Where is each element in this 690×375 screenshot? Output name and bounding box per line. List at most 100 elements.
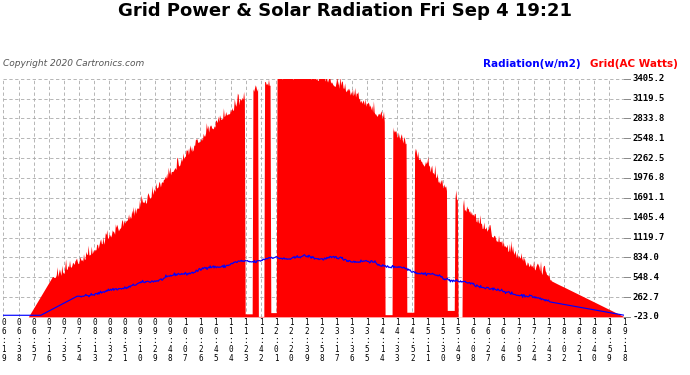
Text: 1: 1 <box>577 318 581 327</box>
Text: Radiation(w/m2): Radiation(w/m2) <box>483 59 580 69</box>
Text: 3: 3 <box>395 354 400 363</box>
Text: 8: 8 <box>592 327 596 336</box>
Text: 0: 0 <box>228 345 233 354</box>
Text: 3: 3 <box>17 345 21 354</box>
Text: :: : <box>592 336 596 345</box>
Text: 1976.8: 1976.8 <box>632 174 664 183</box>
Text: :: : <box>546 336 551 345</box>
Text: 0: 0 <box>47 318 51 327</box>
Text: :: : <box>516 336 521 345</box>
Text: :: : <box>531 336 536 345</box>
Text: 1: 1 <box>274 318 278 327</box>
Text: 2: 2 <box>289 327 293 336</box>
Text: :: : <box>274 336 278 345</box>
Text: 3: 3 <box>244 354 248 363</box>
Text: 7: 7 <box>77 327 81 336</box>
Text: 7: 7 <box>486 354 491 363</box>
Text: :: : <box>61 336 66 345</box>
Text: 0: 0 <box>122 318 127 327</box>
Text: :: : <box>32 336 36 345</box>
Text: 0: 0 <box>274 345 278 354</box>
Text: 2: 2 <box>410 354 415 363</box>
Text: 1: 1 <box>289 318 293 327</box>
Text: 1: 1 <box>198 318 203 327</box>
Text: :: : <box>107 336 112 345</box>
Text: :: : <box>335 336 339 345</box>
Text: :: : <box>380 336 384 345</box>
Text: 8: 8 <box>607 327 611 336</box>
Text: 8: 8 <box>471 354 475 363</box>
Text: 0: 0 <box>137 354 142 363</box>
Text: 6: 6 <box>47 354 51 363</box>
Text: 8: 8 <box>319 354 324 363</box>
Text: 2: 2 <box>531 345 536 354</box>
Text: :: : <box>350 336 354 345</box>
Text: 8: 8 <box>577 327 581 336</box>
Text: 8: 8 <box>168 354 172 363</box>
Text: 1: 1 <box>92 345 97 354</box>
Text: :: : <box>244 336 248 345</box>
Text: 9: 9 <box>455 354 460 363</box>
Text: 5: 5 <box>32 345 36 354</box>
Text: 4: 4 <box>213 345 218 354</box>
Text: 0: 0 <box>32 318 36 327</box>
Text: 5: 5 <box>410 345 415 354</box>
Text: 9: 9 <box>168 327 172 336</box>
Text: 5: 5 <box>77 345 81 354</box>
Text: 6: 6 <box>501 327 506 336</box>
Text: 6: 6 <box>1 327 6 336</box>
Text: :: : <box>289 336 293 345</box>
Text: 1405.4: 1405.4 <box>632 213 664 222</box>
Text: 2: 2 <box>304 327 308 336</box>
Text: 5: 5 <box>455 327 460 336</box>
Text: 4: 4 <box>592 345 596 354</box>
Text: :: : <box>228 336 233 345</box>
Text: 8: 8 <box>622 354 627 363</box>
Text: 3: 3 <box>350 345 354 354</box>
Text: :: : <box>92 336 97 345</box>
Text: :: : <box>364 336 369 345</box>
Text: 1: 1 <box>577 354 581 363</box>
Text: 1: 1 <box>410 318 415 327</box>
Text: 1: 1 <box>213 318 218 327</box>
Text: 4: 4 <box>259 345 264 354</box>
Text: 4: 4 <box>380 354 384 363</box>
Text: 8: 8 <box>122 327 127 336</box>
Text: 6: 6 <box>486 327 491 336</box>
Text: 1: 1 <box>380 345 384 354</box>
Text: Grid(AC Watts): Grid(AC Watts) <box>590 59 678 69</box>
Text: 9: 9 <box>304 354 308 363</box>
Text: 1: 1 <box>531 318 536 327</box>
Text: 9: 9 <box>152 354 157 363</box>
Text: 7: 7 <box>32 354 36 363</box>
Text: 1: 1 <box>425 345 430 354</box>
Text: 1: 1 <box>244 327 248 336</box>
Text: 1: 1 <box>546 318 551 327</box>
Text: 8: 8 <box>17 354 21 363</box>
Text: 9: 9 <box>622 327 627 336</box>
Text: 5: 5 <box>364 345 369 354</box>
Text: 0: 0 <box>168 318 172 327</box>
Text: 6: 6 <box>198 354 203 363</box>
Text: 8: 8 <box>107 327 112 336</box>
Text: :: : <box>259 336 264 345</box>
Text: 7: 7 <box>516 327 521 336</box>
Text: 1: 1 <box>516 318 521 327</box>
Text: :: : <box>440 336 445 345</box>
Text: 1: 1 <box>259 327 264 336</box>
Text: 1: 1 <box>425 354 430 363</box>
Text: 2: 2 <box>289 345 293 354</box>
Text: :: : <box>622 336 627 345</box>
Text: :: : <box>1 336 6 345</box>
Text: 5: 5 <box>607 345 611 354</box>
Text: 0: 0 <box>289 354 293 363</box>
Text: 5: 5 <box>319 345 324 354</box>
Text: 2: 2 <box>198 345 203 354</box>
Text: 3: 3 <box>350 327 354 336</box>
Text: Copyright 2020 Cartronics.com: Copyright 2020 Cartronics.com <box>3 59 145 68</box>
Text: 0: 0 <box>137 318 142 327</box>
Text: 834.0: 834.0 <box>632 253 659 262</box>
Text: 1: 1 <box>455 318 460 327</box>
Text: 3: 3 <box>546 354 551 363</box>
Text: 2: 2 <box>319 327 324 336</box>
